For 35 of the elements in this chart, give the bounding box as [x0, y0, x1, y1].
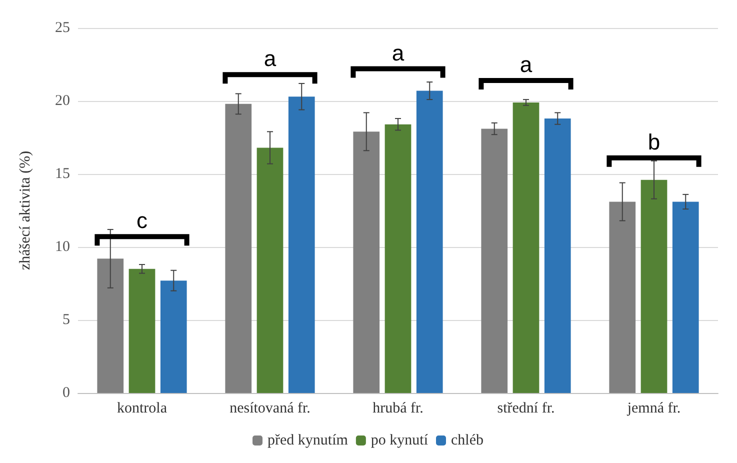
y-tick-label: 10 [55, 239, 70, 255]
bar [160, 280, 187, 393]
bar [544, 118, 571, 393]
y-axis-title: zhášecí aktivita (%) [18, 150, 34, 270]
y-tick-label: 0 [62, 385, 70, 401]
x-tick-label: hrubá fr. [372, 400, 424, 416]
annotation: a [520, 52, 533, 77]
y-tick-label: 25 [55, 20, 70, 36]
bar [512, 102, 540, 393]
bar [384, 124, 412, 393]
annotation: a [264, 46, 277, 72]
bar [288, 96, 315, 393]
y-tick-label: 5 [62, 312, 70, 328]
y-tick-label: 15 [55, 166, 70, 182]
bar [481, 128, 508, 393]
bar [640, 180, 668, 393]
bar [416, 90, 443, 393]
bar [225, 104, 252, 393]
annotation: a [392, 40, 405, 66]
bar [609, 202, 636, 393]
annotation: b [648, 129, 660, 154]
x-tick-label: kontrola [117, 400, 168, 416]
x-tick-label: jemná fr. [626, 400, 681, 416]
bar [256, 148, 284, 393]
legend-label: chléb [451, 432, 484, 448]
bar [128, 268, 156, 393]
annotation: c [136, 208, 148, 234]
legend-label: před kynutím [268, 432, 348, 448]
legend-label: po kynutí [370, 432, 429, 448]
bar [97, 258, 124, 393]
x-tick-label: nesítovaná fr. [230, 400, 310, 416]
y-tick-label: 20 [55, 93, 70, 109]
x-tick-label: střední fr. [497, 400, 555, 416]
bar [672, 202, 699, 393]
bar [353, 132, 380, 393]
